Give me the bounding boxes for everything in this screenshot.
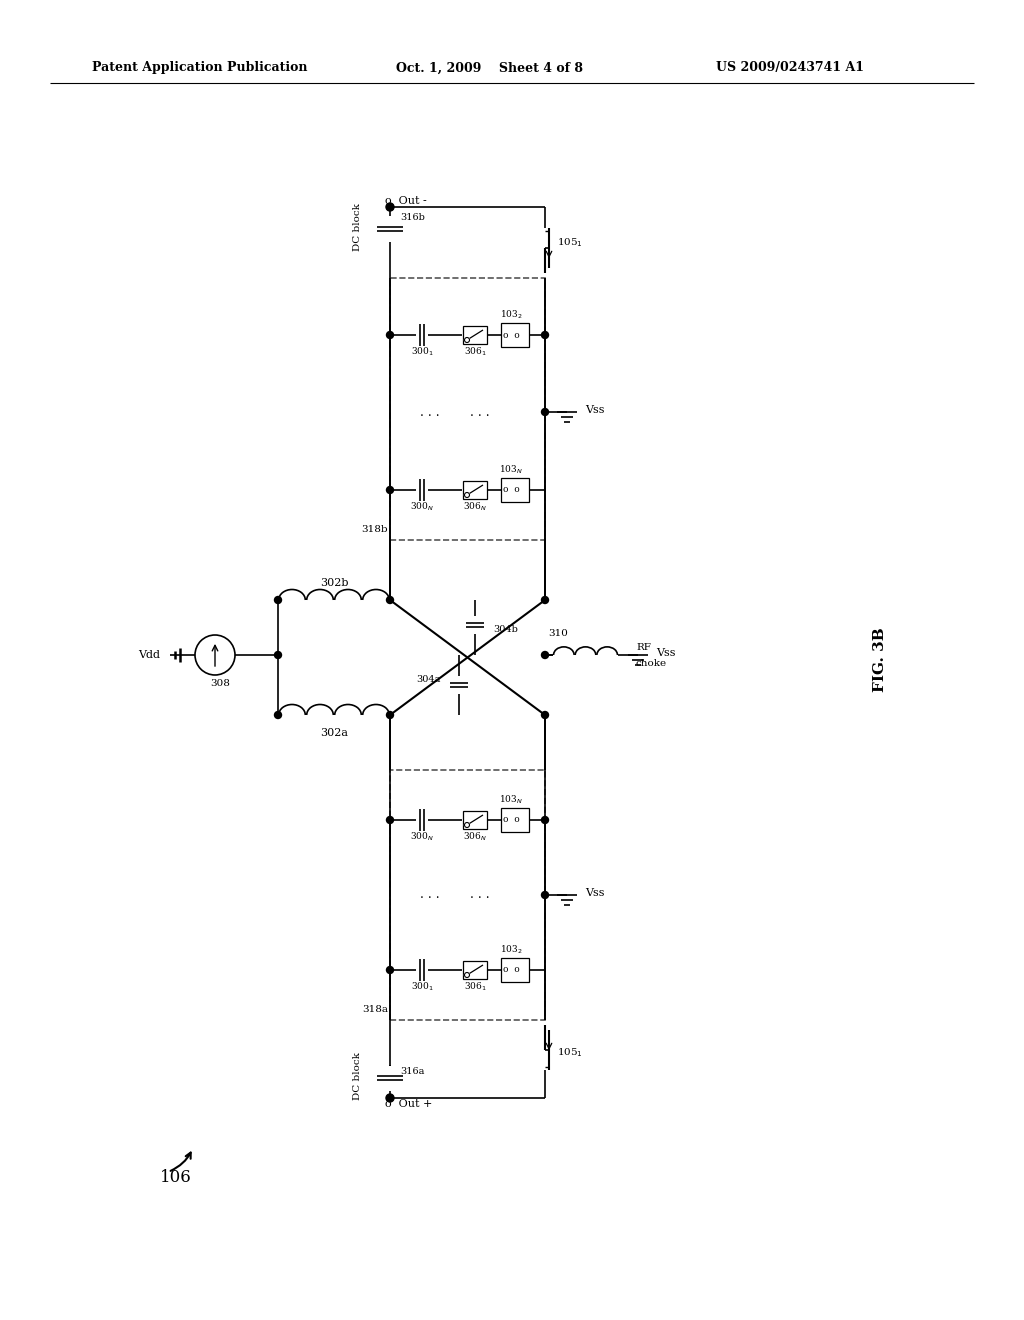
Text: 300$_1$: 300$_1$ [411,346,433,358]
Text: choke: choke [636,659,667,668]
Text: . . .: . . . [420,405,440,418]
Text: 300$_N$: 300$_N$ [410,830,434,843]
Text: . . .: . . . [420,888,440,902]
Circle shape [542,711,549,718]
Text: 310: 310 [548,628,568,638]
Bar [390,770,545,1020]
Text: 306$_1$: 306$_1$ [464,981,486,993]
Text: 103$_N$: 103$_N$ [499,793,523,807]
Bar [501,958,529,982]
Circle shape [542,597,549,603]
Circle shape [542,331,549,338]
Text: Vss: Vss [656,648,676,657]
Circle shape [542,408,549,416]
Circle shape [465,973,469,978]
Text: 105$_1$: 105$_1$ [557,236,583,249]
Bar [501,808,529,832]
Circle shape [386,817,393,824]
Text: 302b: 302b [319,578,348,587]
Circle shape [465,492,469,498]
Circle shape [274,597,282,603]
Text: 106: 106 [160,1170,191,1187]
Circle shape [274,711,282,718]
Bar [463,810,487,829]
Text: DC block: DC block [353,1052,362,1100]
Circle shape [542,652,549,659]
Text: 103$_2$: 103$_2$ [500,309,522,321]
Text: 302a: 302a [319,729,348,738]
Text: o  Out +: o Out + [385,1100,432,1109]
Text: 304a: 304a [417,676,441,685]
Text: US 2009/0243741 A1: US 2009/0243741 A1 [716,62,864,74]
Text: o  o: o o [503,965,519,974]
Text: 105$_1$: 105$_1$ [557,1047,583,1060]
Text: o  Out -: o Out - [385,195,427,206]
Text: o  o: o o [503,816,519,825]
Text: 318b: 318b [361,525,388,535]
Text: . . .: . . . [470,888,489,902]
Bar [501,478,529,502]
Text: 103$_2$: 103$_2$ [500,944,522,956]
Bar [463,961,487,979]
Circle shape [274,652,282,659]
Text: FIG. 3B: FIG. 3B [873,627,887,693]
Text: 308: 308 [210,678,230,688]
Bar [501,323,529,347]
Text: Oct. 1, 2009    Sheet 4 of 8: Oct. 1, 2009 Sheet 4 of 8 [396,62,584,74]
Text: 103$_N$: 103$_N$ [499,463,523,477]
Circle shape [465,822,469,828]
Text: 300$_N$: 300$_N$ [410,500,434,513]
Text: Vss: Vss [585,405,604,414]
Bar [390,279,545,540]
Circle shape [386,203,394,211]
Text: . . .: . . . [470,405,489,418]
Text: 304b: 304b [493,626,518,635]
Circle shape [465,338,469,342]
Circle shape [542,817,549,824]
Circle shape [386,966,393,974]
Bar [463,326,487,345]
Text: 316b: 316b [400,213,425,222]
Text: 318a: 318a [362,1006,388,1015]
Text: Patent Application Publication: Patent Application Publication [92,62,308,74]
Circle shape [386,331,393,338]
Circle shape [386,597,393,603]
Text: 306$_1$: 306$_1$ [464,346,486,358]
Text: DC block: DC block [353,203,362,251]
Text: o  o: o o [503,486,519,495]
Text: 316a: 316a [400,1068,424,1077]
Text: 306$_N$: 306$_N$ [463,500,487,513]
Text: Vss: Vss [585,888,604,898]
Circle shape [386,487,393,494]
Circle shape [542,891,549,899]
Text: RF: RF [636,643,651,652]
Text: 306$_N$: 306$_N$ [463,830,487,843]
Bar [463,480,487,499]
Text: 300$_1$: 300$_1$ [411,981,433,993]
Circle shape [386,1094,394,1102]
Text: o  o: o o [503,330,519,339]
Circle shape [386,711,393,718]
Text: Vdd: Vdd [138,649,160,660]
